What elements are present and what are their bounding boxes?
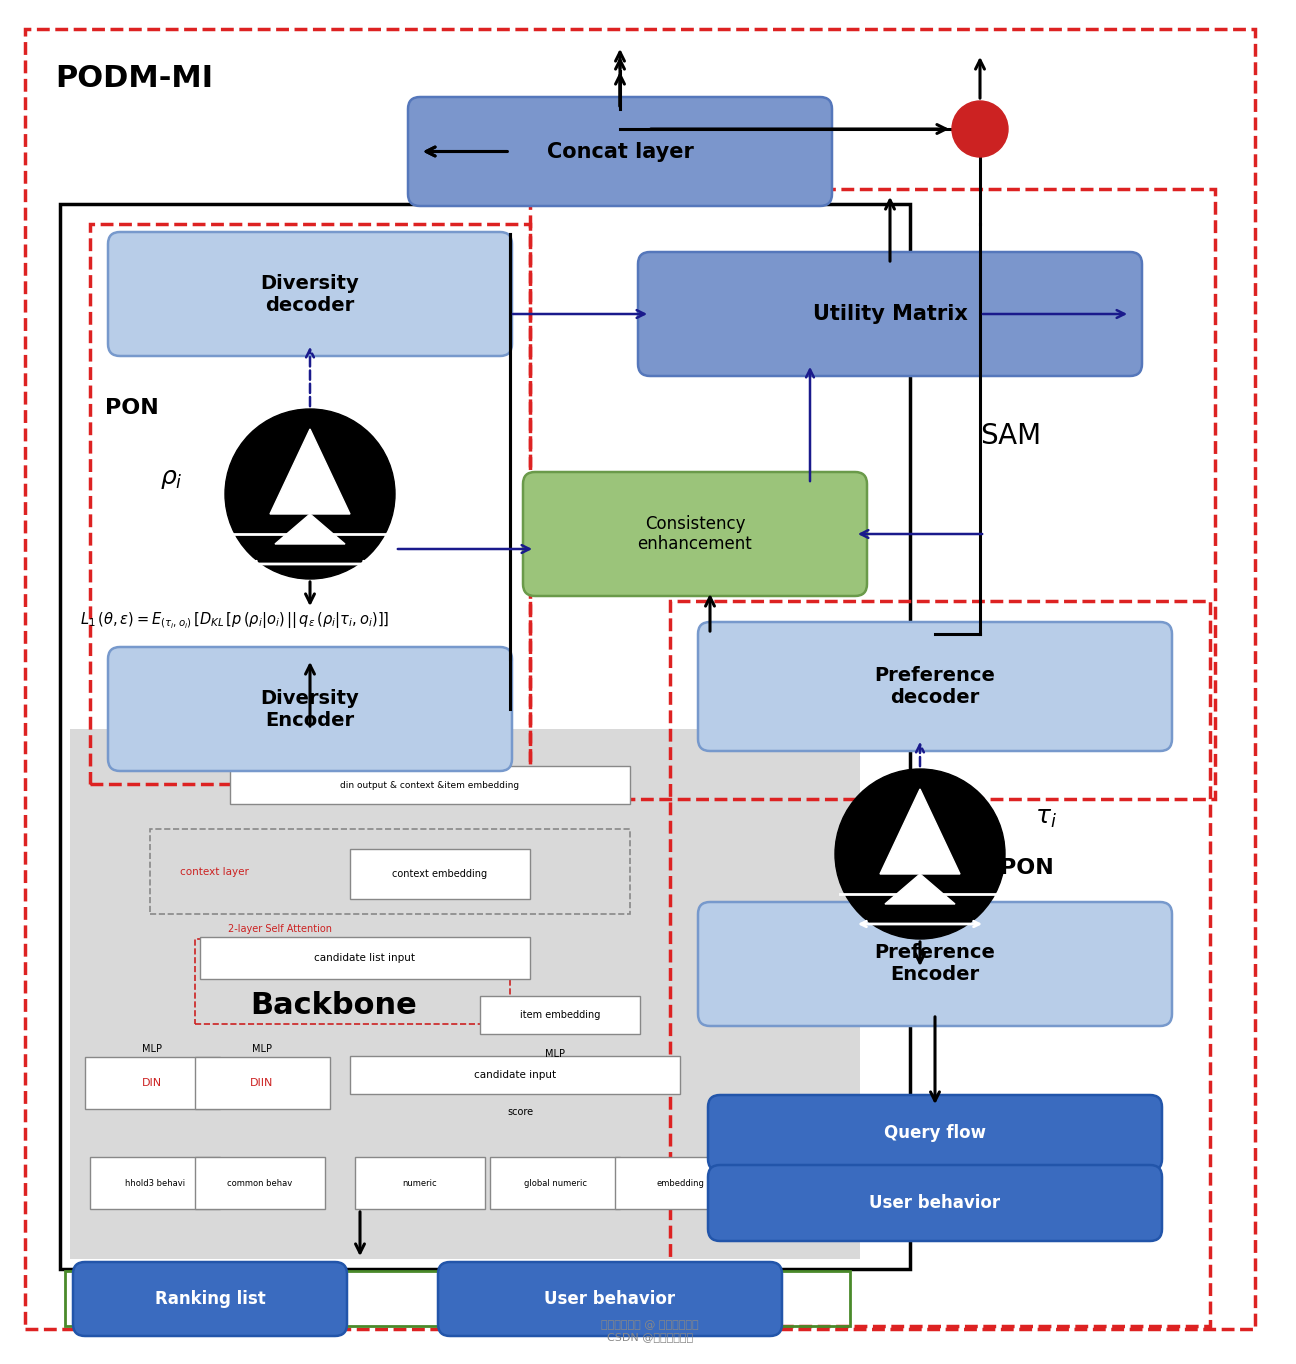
Text: Preference
decoder: Preference decoder xyxy=(875,666,995,707)
Polygon shape xyxy=(270,430,350,514)
FancyBboxPatch shape xyxy=(708,1165,1163,1241)
Text: MLP: MLP xyxy=(251,1043,272,1054)
FancyBboxPatch shape xyxy=(89,1157,220,1209)
FancyBboxPatch shape xyxy=(108,232,512,356)
Circle shape xyxy=(226,409,395,578)
Text: MLP: MLP xyxy=(143,1043,162,1054)
FancyBboxPatch shape xyxy=(699,622,1172,752)
Circle shape xyxy=(953,101,1008,157)
Text: MLP: MLP xyxy=(546,1049,565,1058)
Text: Diversity
Encoder: Diversity Encoder xyxy=(260,689,359,730)
FancyBboxPatch shape xyxy=(194,1057,330,1109)
Text: SAM: SAM xyxy=(980,421,1041,450)
Text: Query flow: Query flow xyxy=(884,1124,986,1142)
Text: User behavior: User behavior xyxy=(544,1290,675,1308)
FancyBboxPatch shape xyxy=(200,937,530,979)
Text: User behavior: User behavior xyxy=(870,1194,1001,1213)
Text: $L_1\,(\theta, \varepsilon) = E_{(\tau_i,o_i)}\,[D_{KL}\,[p\,(\rho_i|o_i)\,||\,q: $L_1\,(\theta, \varepsilon) = E_{(\tau_i… xyxy=(80,610,390,630)
Text: Concat layer: Concat layer xyxy=(547,142,693,161)
Text: Preference
Encoder: Preference Encoder xyxy=(875,944,995,985)
Text: item embedding: item embedding xyxy=(520,1009,600,1020)
Text: Diversity
decoder: Diversity decoder xyxy=(260,274,359,315)
Text: Backbone: Backbone xyxy=(250,992,417,1020)
Text: common behav: common behav xyxy=(227,1178,293,1188)
FancyBboxPatch shape xyxy=(616,1157,745,1209)
Text: global numeric: global numeric xyxy=(524,1178,587,1188)
FancyBboxPatch shape xyxy=(480,996,640,1034)
Polygon shape xyxy=(275,514,345,544)
Text: hhold3 behavi: hhold3 behavi xyxy=(124,1178,185,1188)
FancyBboxPatch shape xyxy=(408,97,832,206)
FancyBboxPatch shape xyxy=(108,647,512,771)
Text: candidate input: candidate input xyxy=(474,1069,556,1080)
Text: $\rho_i$: $\rho_i$ xyxy=(159,466,183,491)
Text: 掘金技术社区 @ 京东云开发者
CSDN @京东云开发者: 掘金技术社区 @ 京东云开发者 CSDN @京东云开发者 xyxy=(601,1320,699,1342)
Text: PON: PON xyxy=(1001,858,1054,878)
Text: Utility Matrix: Utility Matrix xyxy=(813,304,967,325)
Text: DIN: DIN xyxy=(143,1078,162,1088)
FancyBboxPatch shape xyxy=(194,1157,325,1209)
Text: din output & context &item embedding: din output & context &item embedding xyxy=(341,780,520,790)
FancyBboxPatch shape xyxy=(60,205,910,1269)
FancyBboxPatch shape xyxy=(86,1057,220,1109)
FancyBboxPatch shape xyxy=(229,767,630,803)
FancyBboxPatch shape xyxy=(638,252,1142,376)
Text: context layer: context layer xyxy=(180,868,249,877)
FancyBboxPatch shape xyxy=(524,472,867,596)
Polygon shape xyxy=(885,874,955,904)
FancyBboxPatch shape xyxy=(490,1157,619,1209)
Polygon shape xyxy=(880,788,960,874)
FancyBboxPatch shape xyxy=(350,1056,680,1094)
FancyBboxPatch shape xyxy=(73,1262,347,1335)
Text: 2-layer Self Attention: 2-layer Self Attention xyxy=(228,923,332,934)
Circle shape xyxy=(835,769,1004,938)
FancyBboxPatch shape xyxy=(708,1095,1163,1172)
FancyBboxPatch shape xyxy=(350,848,530,899)
Text: PODM-MI: PODM-MI xyxy=(54,64,213,93)
Text: score: score xyxy=(507,1108,533,1117)
FancyBboxPatch shape xyxy=(699,902,1172,1026)
Text: $\tau_i$: $\tau_i$ xyxy=(1036,806,1056,831)
Text: PON: PON xyxy=(105,398,158,417)
Text: DIIN: DIIN xyxy=(250,1078,273,1088)
Text: context embedding: context embedding xyxy=(393,869,487,878)
FancyBboxPatch shape xyxy=(438,1262,781,1335)
Text: Consistency
enhancement: Consistency enhancement xyxy=(638,514,753,554)
Text: embedding: embedding xyxy=(656,1178,704,1188)
Text: candidate list input: candidate list input xyxy=(315,953,416,963)
Text: Ranking list: Ranking list xyxy=(154,1290,266,1308)
FancyBboxPatch shape xyxy=(355,1157,485,1209)
FancyBboxPatch shape xyxy=(70,728,861,1259)
Text: numeric: numeric xyxy=(403,1178,437,1188)
